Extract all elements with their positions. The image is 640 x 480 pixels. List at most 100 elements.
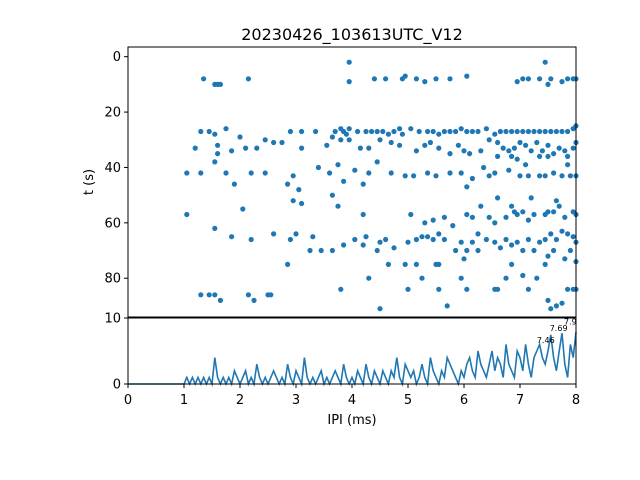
scatter-point bbox=[377, 239, 383, 245]
scatter-point bbox=[402, 261, 408, 267]
scatter-point bbox=[391, 245, 397, 251]
scatter-point bbox=[453, 247, 459, 254]
scatter-point bbox=[525, 76, 532, 82]
scatter-point bbox=[355, 128, 361, 135]
x-tick-label: 0 bbox=[124, 393, 132, 408]
top-y-axis-label: t (s) bbox=[82, 169, 97, 195]
scatter-point bbox=[520, 247, 526, 254]
scatter-point bbox=[537, 76, 543, 82]
x-tick-label: 1 bbox=[180, 393, 188, 408]
scatter-point bbox=[542, 261, 548, 267]
scatter-point bbox=[500, 145, 506, 151]
scatter-point bbox=[436, 145, 442, 151]
top-y-tick-label: 40 bbox=[104, 161, 121, 176]
scatter-point bbox=[523, 142, 529, 148]
scatter-point bbox=[416, 128, 422, 135]
scatter-point bbox=[486, 137, 492, 143]
scatter-point bbox=[503, 128, 509, 135]
scatter-point bbox=[388, 139, 394, 146]
scatter-point bbox=[425, 234, 431, 240]
scatter-point bbox=[397, 126, 403, 132]
scatter-point bbox=[542, 128, 548, 135]
scatter-point bbox=[444, 303, 450, 309]
scatter-point bbox=[248, 236, 254, 243]
scatter-point bbox=[413, 76, 419, 82]
scatter-point bbox=[447, 76, 453, 82]
scatter-point bbox=[377, 137, 383, 143]
scatter-point bbox=[559, 128, 565, 135]
scatter-point bbox=[217, 297, 223, 303]
scatter-point bbox=[458, 275, 464, 281]
scatter-point bbox=[447, 128, 453, 135]
scatter-point bbox=[341, 242, 347, 248]
scatter-point bbox=[436, 131, 442, 137]
scatter-point bbox=[492, 170, 498, 176]
scatter-point bbox=[366, 145, 372, 151]
scatter-point bbox=[469, 128, 475, 135]
top-y-ticks: 0 20 40 60 80 bbox=[104, 50, 128, 287]
scatter-point bbox=[419, 234, 425, 240]
scatter-point bbox=[509, 153, 515, 159]
scatter-point bbox=[486, 173, 492, 179]
scatter-point bbox=[352, 236, 358, 243]
scatter-point bbox=[385, 131, 391, 137]
scatter-point bbox=[458, 126, 464, 132]
scatter-point bbox=[520, 76, 526, 82]
scatter-point bbox=[453, 128, 459, 135]
scatter-point bbox=[531, 128, 537, 135]
scatter-point bbox=[245, 76, 251, 82]
scatter-point bbox=[551, 170, 557, 176]
scatter-point bbox=[469, 175, 475, 182]
scatter-point bbox=[346, 59, 352, 65]
scatter-point bbox=[556, 203, 562, 209]
scatter-point bbox=[206, 292, 212, 298]
scatter-point bbox=[475, 247, 481, 254]
scatter-point bbox=[551, 209, 557, 215]
peak-annotation-label: 7.46 bbox=[537, 336, 555, 345]
scatter-point bbox=[506, 148, 512, 154]
scatter-point bbox=[559, 173, 565, 179]
scatter-point bbox=[346, 137, 352, 143]
scatter-point bbox=[565, 76, 571, 82]
scatter-point bbox=[248, 170, 254, 176]
scatter-point bbox=[542, 59, 548, 65]
scatter-point bbox=[565, 231, 571, 237]
scatter-point bbox=[229, 148, 235, 154]
scatter-point bbox=[383, 236, 389, 243]
scatter-point bbox=[495, 153, 501, 159]
scatter-point bbox=[313, 128, 319, 135]
scatter-point bbox=[413, 236, 419, 243]
scatter-point bbox=[285, 181, 291, 187]
scatter-point bbox=[567, 247, 574, 254]
bottom-y-ticks: 0 10 bbox=[104, 312, 128, 393]
scatter-point bbox=[212, 131, 218, 137]
scatter-point bbox=[243, 145, 249, 151]
scatter-point bbox=[299, 145, 305, 151]
scatter-point bbox=[509, 261, 515, 267]
scatter-point bbox=[402, 173, 408, 179]
scatter-point bbox=[464, 73, 470, 79]
scatter-point bbox=[425, 128, 431, 135]
scatter-point bbox=[436, 231, 442, 237]
scatter-point bbox=[475, 128, 481, 135]
scatter-point bbox=[475, 231, 481, 237]
scatter-point bbox=[240, 206, 246, 212]
scatter-point bbox=[251, 297, 257, 303]
scatter-point bbox=[352, 167, 358, 173]
scatter-point bbox=[217, 81, 223, 87]
x-tick-label: 8 bbox=[572, 393, 580, 408]
scatter-point bbox=[455, 142, 461, 148]
scatter-point bbox=[206, 128, 212, 135]
scatter-point bbox=[433, 173, 439, 179]
scatter-point bbox=[385, 261, 391, 267]
scatter-point bbox=[329, 247, 335, 254]
scatter-point bbox=[223, 170, 229, 176]
peak-annotation-label: 7.9 bbox=[564, 318, 577, 327]
scatter-point bbox=[341, 178, 347, 184]
scatter-point bbox=[483, 236, 489, 243]
scatter-point bbox=[363, 128, 369, 135]
scatter-point bbox=[495, 286, 501, 292]
scatter-point bbox=[478, 148, 484, 154]
scatter-point bbox=[559, 300, 565, 306]
